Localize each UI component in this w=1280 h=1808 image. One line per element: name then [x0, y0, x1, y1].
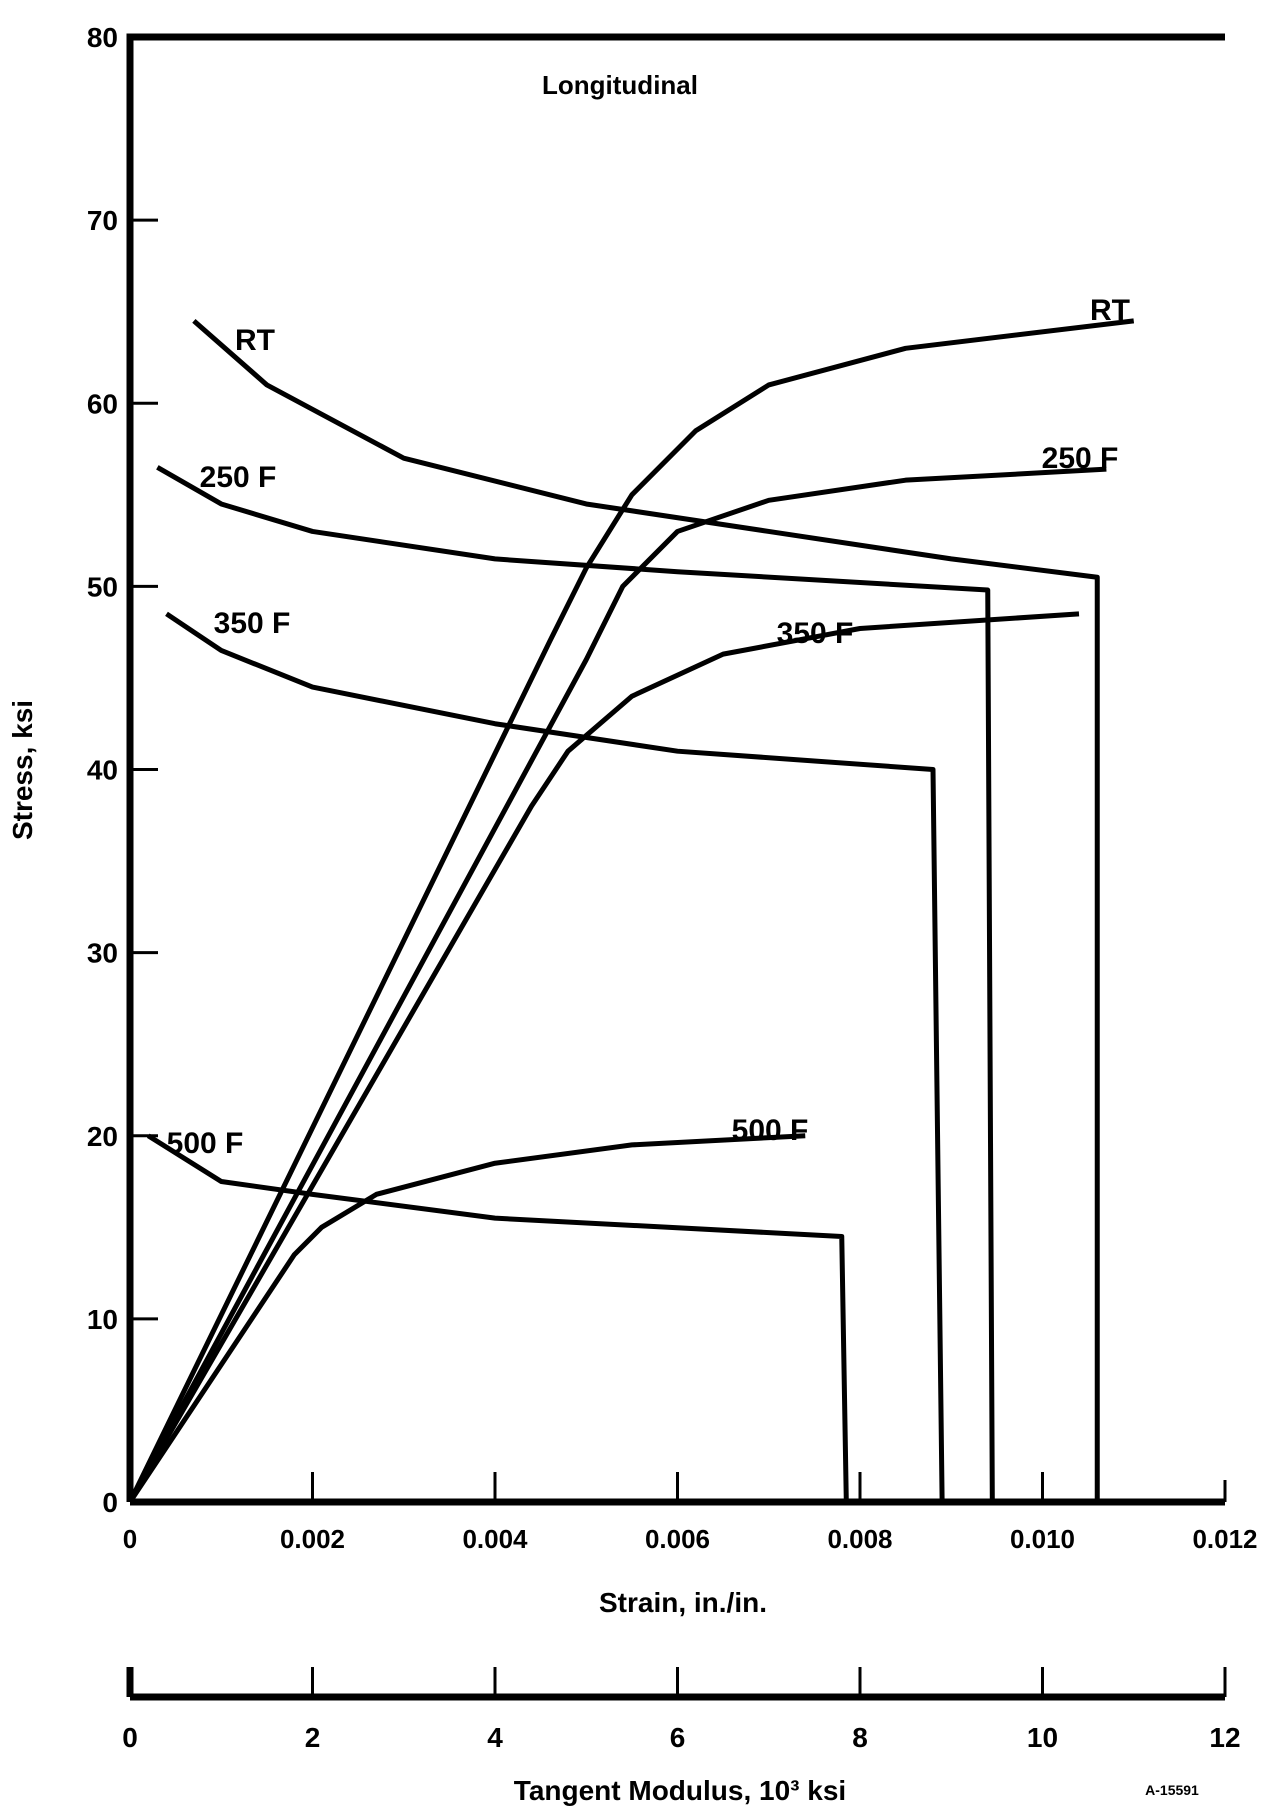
x2-tick-label: 0: [122, 1722, 138, 1753]
y-tick-label: 30: [87, 938, 118, 969]
tangent-modulus-label: 500 F: [167, 1127, 244, 1160]
y-tick-label: 80: [87, 22, 118, 53]
x2-tick-label: 8: [852, 1722, 868, 1753]
stress-strain-curve-500f: [127, 1133, 806, 1504]
x2-tick-label: 6: [670, 1722, 686, 1753]
y-axis-line: [126, 33, 1225, 1502]
y-tick-label: 0: [102, 1487, 118, 1518]
chart-title: Longitudinal: [542, 70, 698, 100]
y-tick-label: 60: [87, 388, 118, 419]
y-tick-label: 50: [87, 571, 118, 602]
x-tick-label: 0.010: [1010, 1524, 1075, 1554]
x2-tick-label: 2: [305, 1722, 321, 1753]
x-tick-label: 0.004: [462, 1524, 528, 1554]
x-axis-title: Strain, in./in.: [599, 1587, 767, 1618]
stress-strain-label: 250 F: [1042, 442, 1119, 475]
stress-strain-curve-350f: [127, 611, 1080, 1504]
x2-tick-label: 10: [1027, 1722, 1058, 1753]
tangent-modulus-label: 250 F: [200, 461, 277, 494]
y-tick-label: 40: [87, 755, 118, 786]
x2-tick-label: 4: [487, 1722, 503, 1753]
x-tick-label: 0: [123, 1524, 137, 1554]
y-axis-title: Stress, ksi: [7, 700, 38, 840]
tangent-modulus-curve-350f: [165, 611, 945, 1503]
tangent-modulus-curve-250f: [156, 465, 995, 1503]
stress-strain-label: RT: [1090, 294, 1130, 327]
y-tick-label: 10: [87, 1304, 118, 1335]
y-tick-label: 20: [87, 1121, 118, 1152]
x-tick-label: 0.002: [280, 1524, 345, 1554]
x2-axis-title: Tangent Modulus, 10³ ksi: [514, 1775, 846, 1806]
stress-strain-label: 500 F: [732, 1114, 809, 1147]
stress-strain-curve-250f: [127, 466, 1107, 1504]
x2-tick-label: 12: [1209, 1722, 1240, 1753]
x-tick-label: 0.012: [1192, 1524, 1257, 1554]
x-tick-label: 0.006: [645, 1524, 710, 1554]
tangent-modulus-curve-rt: [192, 318, 1100, 1502]
stress-strain-label: 350 F: [777, 617, 854, 650]
tangent-modulus-curve-500f: [146, 1133, 849, 1503]
figure-id: A-15591: [1145, 1782, 1199, 1798]
tangent-modulus-label: 350 F: [214, 607, 291, 640]
y-tick-label: 70: [87, 205, 118, 236]
stress-strain-curve-rt: [127, 318, 1135, 1504]
x-tick-label: 0.008: [827, 1524, 892, 1554]
tangent-modulus-label: RT: [235, 324, 275, 357]
